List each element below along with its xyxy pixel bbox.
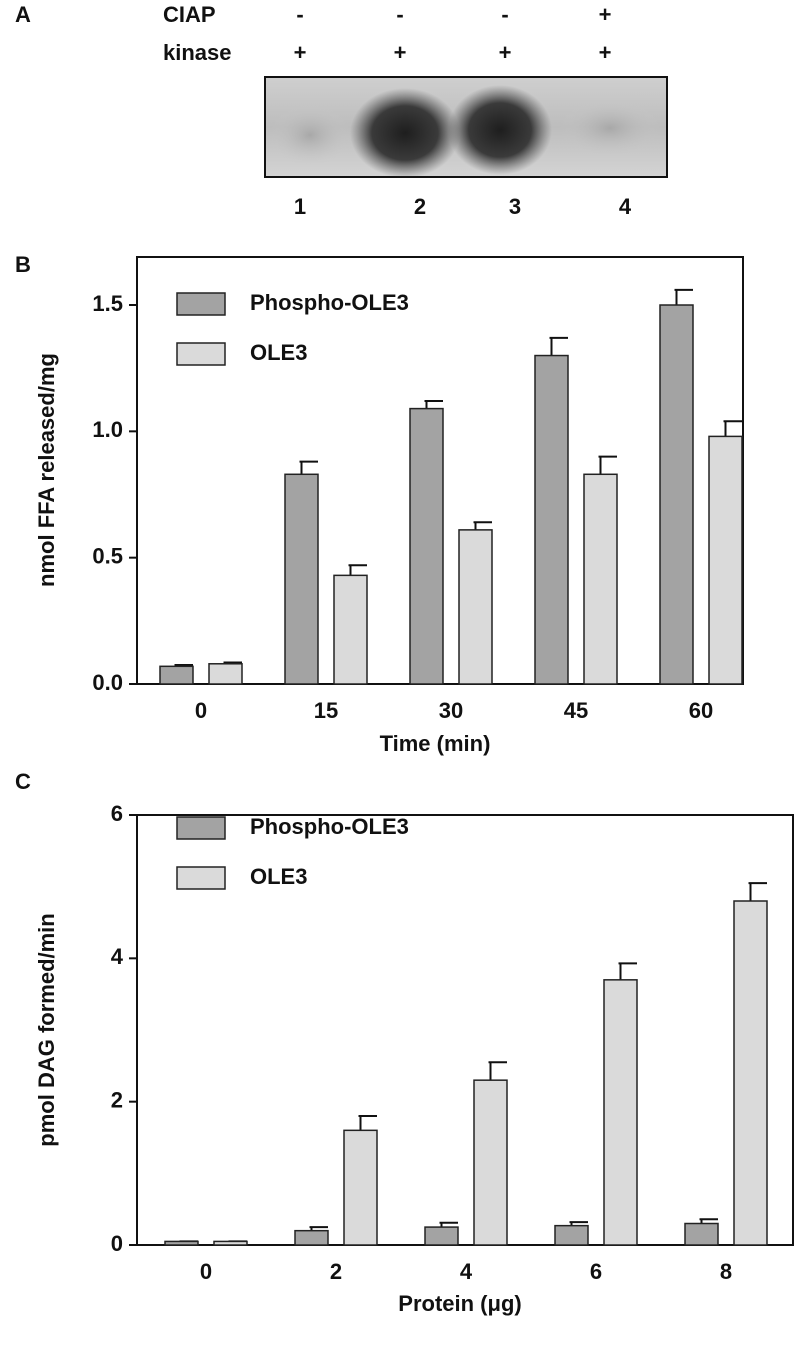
lane-number: 3 xyxy=(509,194,521,219)
lane-number: 1 xyxy=(294,194,306,219)
y-tick-label: 6 xyxy=(111,801,123,826)
band xyxy=(350,88,460,178)
band xyxy=(270,105,350,165)
bar xyxy=(409,407,444,685)
x-tick-label: 2 xyxy=(330,1259,342,1284)
x-tick-label: 0 xyxy=(200,1259,212,1284)
lane-sign: - xyxy=(296,2,303,27)
x-tick-label: 30 xyxy=(439,698,463,723)
x-tick-label: 45 xyxy=(564,698,588,723)
lane-sign: + xyxy=(394,40,407,65)
y-tick-label: 1.0 xyxy=(92,417,123,442)
band xyxy=(448,85,552,175)
lane-sign: + xyxy=(499,40,512,65)
y-tick-label: 2 xyxy=(111,1087,123,1112)
panel-label: C xyxy=(15,769,31,794)
panel-label: B xyxy=(15,252,31,277)
bar xyxy=(534,354,569,685)
panel-label: A xyxy=(15,2,31,27)
x-tick-label: 15 xyxy=(314,698,338,723)
lane-sign: + xyxy=(294,40,307,65)
y-tick-label: 4 xyxy=(111,944,124,969)
legend-label: OLE3 xyxy=(250,864,307,889)
lane-sign: - xyxy=(501,2,508,27)
legend-swatch xyxy=(176,292,226,316)
bar xyxy=(208,663,243,685)
bar xyxy=(659,304,694,685)
y-axis-label: nmol FFA released/mg xyxy=(34,353,59,587)
band xyxy=(560,100,660,156)
legend-swatch xyxy=(176,342,226,366)
bar xyxy=(294,1229,329,1246)
lane-number: 4 xyxy=(619,194,632,219)
lane-sign: - xyxy=(396,2,403,27)
x-axis-label: Time (min) xyxy=(380,731,491,756)
y-tick-label: 0.0 xyxy=(92,670,123,695)
row-label: kinase xyxy=(163,40,232,65)
y-tick-label: 0.5 xyxy=(92,543,123,568)
y-tick-label: 0 xyxy=(111,1231,123,1256)
bar xyxy=(554,1224,589,1246)
lane-sign: + xyxy=(599,40,612,65)
x-axis-label: Protein (μg) xyxy=(398,1291,521,1316)
legend-swatch xyxy=(176,866,226,890)
bar xyxy=(159,665,194,685)
bar xyxy=(583,473,618,685)
legend-swatch xyxy=(176,816,226,840)
bar xyxy=(733,900,768,1246)
x-tick-label: 60 xyxy=(689,698,713,723)
x-tick-label: 6 xyxy=(590,1259,602,1284)
bar xyxy=(333,574,368,685)
y-axis-label: pmol DAG formed/min xyxy=(34,913,59,1146)
legend-label: OLE3 xyxy=(250,340,307,365)
plot-frame xyxy=(136,814,794,1246)
x-tick-label: 0 xyxy=(195,698,207,723)
bar xyxy=(284,473,319,685)
bar xyxy=(458,529,493,685)
bar xyxy=(684,1222,719,1246)
lane-number: 2 xyxy=(414,194,426,219)
x-tick-label: 8 xyxy=(720,1259,732,1284)
row-label: CIAP xyxy=(163,2,216,27)
gel-panel: A xyxy=(15,2,668,178)
y-tick-label: 1.5 xyxy=(92,291,123,316)
bar xyxy=(603,979,638,1246)
bar xyxy=(164,1240,199,1246)
legend-label: Phospho-OLE3 xyxy=(250,814,409,839)
bar xyxy=(213,1240,248,1246)
bar xyxy=(424,1226,459,1246)
x-tick-label: 4 xyxy=(460,1259,473,1284)
lane-sign: + xyxy=(599,2,612,27)
legend-label: Phospho-OLE3 xyxy=(250,290,409,315)
bar xyxy=(708,435,743,685)
bar xyxy=(343,1129,378,1246)
bar xyxy=(473,1079,508,1246)
